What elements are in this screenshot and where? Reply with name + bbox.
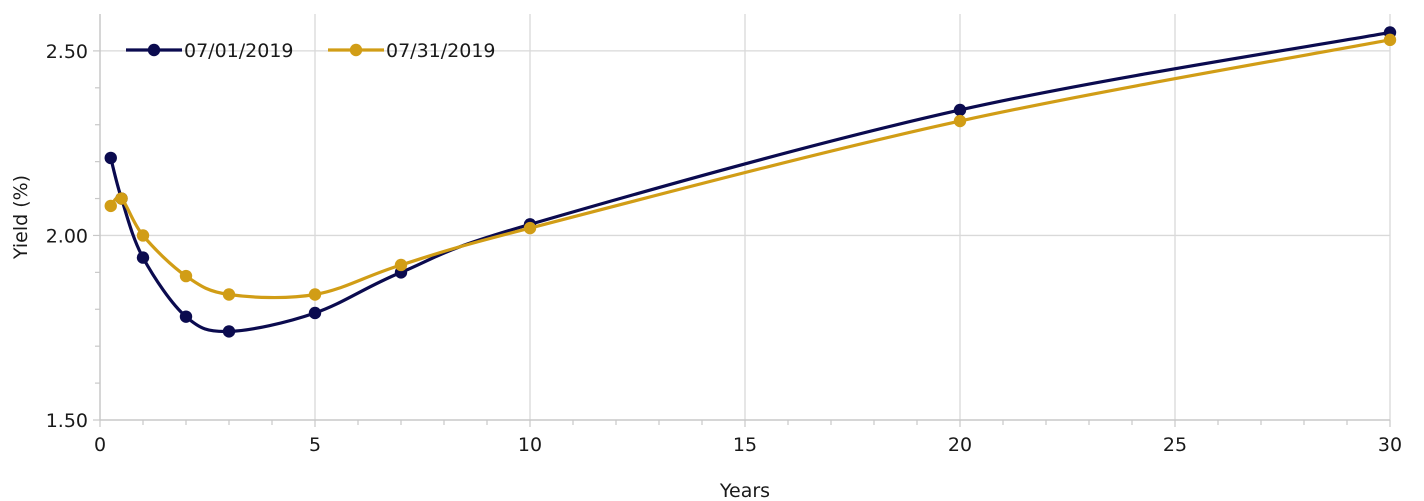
x-tick-label: 10 bbox=[518, 434, 542, 456]
y-tick-label: 2.50 bbox=[46, 41, 88, 63]
data-point bbox=[179, 310, 193, 323]
legend-marker-swatch bbox=[349, 43, 363, 57]
x-tick-label: 0 bbox=[94, 434, 106, 456]
legend-marker-swatch bbox=[147, 43, 161, 57]
data-point bbox=[104, 151, 117, 165]
data-point bbox=[953, 114, 967, 128]
data-point bbox=[222, 325, 236, 338]
data-point bbox=[136, 251, 150, 264]
legend-item-1: 07/01/2019 bbox=[126, 40, 294, 62]
y-tick-label: 1.50 bbox=[46, 410, 88, 432]
legend: 07/01/2019 07/31/2019 bbox=[126, 40, 496, 62]
grid bbox=[100, 14, 1391, 420]
data-point bbox=[222, 288, 236, 301]
x-tick-label: 15 bbox=[733, 434, 757, 456]
data-point bbox=[308, 288, 322, 301]
legend-item-2: 07/31/2019 bbox=[328, 40, 496, 62]
data-point bbox=[394, 258, 408, 272]
x-tick-label: 25 bbox=[1163, 434, 1187, 456]
x-tick-label: 20 bbox=[948, 434, 972, 456]
data-point bbox=[953, 103, 967, 117]
series-line bbox=[109, 30, 1392, 334]
x-tick-label: 30 bbox=[1378, 434, 1402, 456]
data-point bbox=[104, 199, 117, 213]
data-point bbox=[136, 229, 150, 242]
data-point bbox=[523, 221, 537, 235]
x-tick-label: 5 bbox=[309, 434, 321, 456]
legend-label: 07/01/2019 bbox=[184, 40, 294, 62]
series-2 bbox=[104, 33, 1397, 301]
series-layer bbox=[104, 26, 1397, 338]
series-line bbox=[109, 38, 1392, 300]
x-axis-title: Years bbox=[719, 480, 770, 501]
data-point bbox=[1383, 33, 1397, 47]
legend-label: 07/31/2019 bbox=[386, 40, 496, 62]
axes: 0 5 10 15 20 25 30 1.50 2.00 2.50 bbox=[46, 14, 1402, 456]
y-axis-title: Yield (%) bbox=[10, 175, 32, 260]
y-tick-label: 2.00 bbox=[46, 225, 88, 247]
data-point bbox=[308, 306, 322, 320]
data-point bbox=[179, 269, 193, 283]
data-point bbox=[115, 192, 128, 205]
